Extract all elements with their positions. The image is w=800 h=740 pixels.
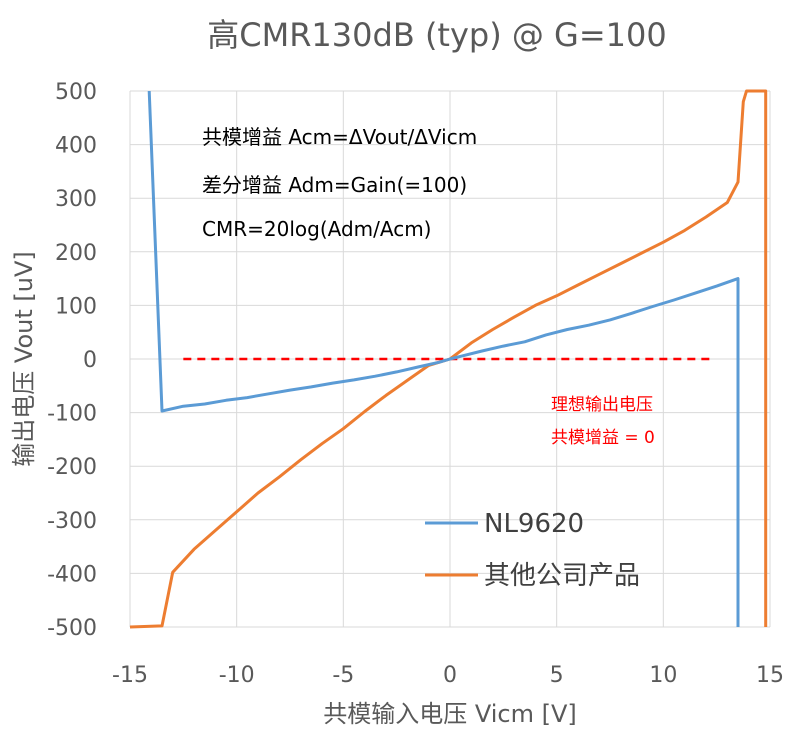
y-tick-label: 100 xyxy=(55,294,97,319)
y-tick-label: 200 xyxy=(55,241,97,266)
x-tick-label: 15 xyxy=(756,663,784,688)
legend: NL9620 其他公司产品 xyxy=(425,509,640,591)
y-tick-label: 300 xyxy=(55,187,97,212)
legend-label-other: 其他公司产品 xyxy=(484,561,640,591)
formula-line-1: 共模增益 Acm=ΔVout/ΔVicm xyxy=(202,125,477,149)
ideal-annotation: 理想输出电压 共模增益 = 0 xyxy=(551,395,655,448)
x-axis-title: 共模输入电压 Vicm [V] xyxy=(323,700,577,728)
ideal-label-2: 共模增益 = 0 xyxy=(551,428,655,448)
x-tick-label: -5 xyxy=(332,663,354,688)
y-tick-label: -300 xyxy=(47,509,97,534)
legend-label-nl9620: NL9620 xyxy=(484,509,584,539)
formula-line-2: 差分增益 Adm=Gain(=100) xyxy=(202,173,467,197)
chart-title: 高CMR130dB (typ) @ G=100 xyxy=(207,16,667,54)
x-tick-label: 5 xyxy=(550,663,564,688)
x-tick-labels: -15 -10 -5 0 5 10 15 xyxy=(112,663,784,688)
x-tick-label: -10 xyxy=(219,663,255,688)
y-tick-label: 0 xyxy=(83,348,97,373)
y-axis-title: 输出电压 Vout [uV] xyxy=(10,251,38,466)
ideal-label-1: 理想输出电压 xyxy=(551,395,653,415)
x-tick-label: -15 xyxy=(112,663,148,688)
series-lines xyxy=(129,89,768,629)
x-tick-label: 0 xyxy=(443,663,457,688)
y-tick-label: -100 xyxy=(47,402,97,427)
y-tick-label: 500 xyxy=(55,80,97,105)
series-line-other xyxy=(129,89,768,629)
y-tick-label: -500 xyxy=(47,616,97,641)
series-line-nl9620 xyxy=(147,90,740,627)
y-tick-label: -400 xyxy=(47,562,97,587)
formula-line-3: CMR=20log(Adm/Acm) xyxy=(202,217,431,241)
formula-annotation: 共模增益 Acm=ΔVout/ΔVicm 差分增益 Adm=Gain(=100)… xyxy=(202,125,477,241)
y-tick-label: -200 xyxy=(47,455,97,480)
x-tick-label: 10 xyxy=(649,663,677,688)
y-tick-labels: 500 400 300 200 100 0 -100 -200 -300 -400 -500 xyxy=(47,80,97,641)
y-tick-label: 400 xyxy=(55,134,97,159)
